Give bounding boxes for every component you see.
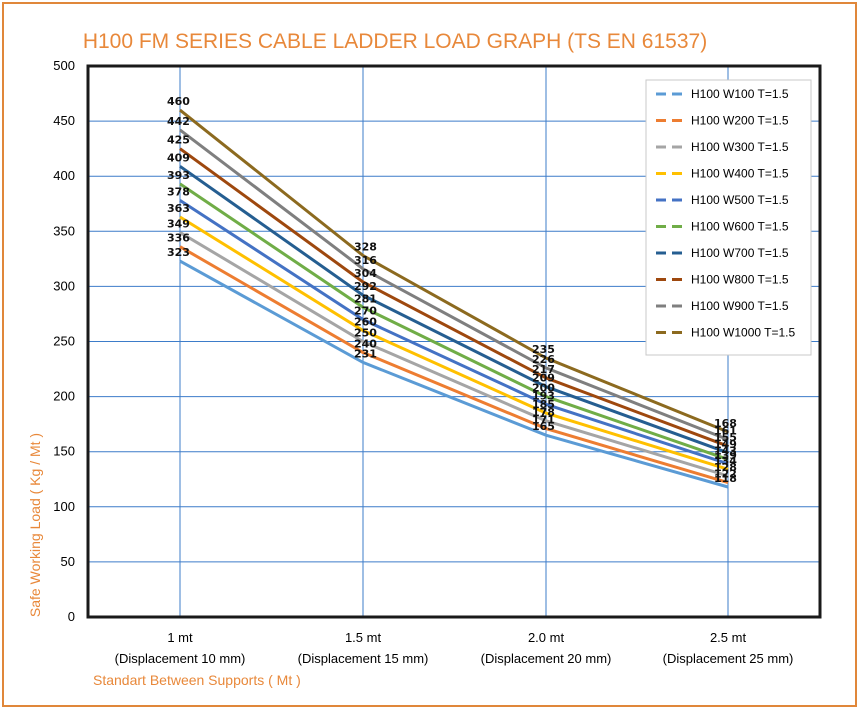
chart-title: H100 FM SERIES CABLE LADDER LOAD GRAPH (… (83, 30, 707, 53)
data-label: 161 (714, 425, 737, 438)
plot-border (86, 64, 822, 619)
data-label: 260 (354, 315, 377, 328)
y-tick-label: 150 (53, 444, 75, 459)
series-line (179, 147, 729, 448)
legend-label: H100 W700 T=1.5 (691, 246, 789, 260)
y-tick-label: 400 (53, 168, 75, 183)
series-line (179, 182, 729, 461)
data-label: 349 (167, 217, 190, 230)
x-axis-label: Standart Between Supports ( Mt ) (93, 672, 301, 688)
data-label: 442 (167, 115, 190, 128)
y-axis-label: Safe Working Load ( Kg / Mt ) (27, 433, 43, 617)
y-tick-label: 300 (53, 278, 75, 293)
series-line (179, 215, 729, 471)
legend-label: H100 W300 T=1.5 (691, 140, 789, 154)
data-label: 235 (532, 343, 555, 356)
data-label: 328 (354, 241, 377, 254)
data-label: 292 (354, 280, 377, 293)
data-label: 217 (532, 363, 555, 376)
data-label: 128 (714, 461, 737, 474)
series-line (179, 199, 729, 466)
data-label: 226 (532, 353, 555, 366)
x-tick-sublabel: (Displacement 20 mm) (481, 651, 612, 666)
data-label: 240 (354, 338, 377, 351)
x-tick-label: 2.0 mt (528, 630, 565, 645)
data-label: 250 (354, 327, 377, 340)
series-line (179, 128, 729, 441)
series-line (179, 231, 729, 478)
data-label: 118 (714, 472, 737, 485)
data-label: 139 (714, 449, 737, 462)
legend-label: H100 W1000 T=1.5 (691, 326, 796, 340)
x-tick-sublabel: (Displacement 25 mm) (663, 651, 794, 666)
legend-box (645, 79, 812, 356)
data-label: 425 (167, 134, 190, 147)
legend-label: H100 W900 T=1.5 (691, 299, 789, 313)
data-label: 316 (354, 254, 377, 267)
y-tick-label: 350 (53, 223, 75, 238)
data-label: 304 (354, 267, 377, 280)
y-tick-label: 200 (53, 389, 75, 404)
data-label: 193 (532, 389, 555, 402)
data-label: 185 (532, 398, 555, 411)
legend-label: H100 W600 T=1.5 (691, 220, 789, 234)
data-label: 393 (167, 169, 190, 182)
data-label: 281 (354, 292, 377, 305)
x-tick-sublabel: (Displacement 10 mm) (115, 651, 246, 666)
data-label: 165 (532, 420, 555, 433)
data-label: 409 (167, 151, 190, 164)
y-tick-label: 0 (68, 609, 75, 624)
data-label: 336 (167, 232, 190, 245)
data-label: 149 (714, 438, 737, 451)
x-tick-label: 1 mt (167, 630, 193, 645)
y-tick-label: 500 (53, 58, 75, 73)
legend-label: H100 W200 T=1.5 (691, 114, 789, 128)
legend-label: H100 W400 T=1.5 (691, 167, 789, 181)
y-tick-label: 250 (53, 334, 75, 349)
x-tick-label: 1.5 mt (345, 630, 382, 645)
x-tick-label: 2.5 mt (710, 630, 747, 645)
y-tick-label: 450 (53, 113, 75, 128)
data-label: 209 (532, 372, 555, 385)
series-line (179, 245, 729, 485)
data-label: 143 (714, 444, 737, 457)
legend-label: H100 W800 T=1.5 (691, 273, 789, 287)
data-label: 460 (167, 95, 190, 108)
legend-label: H100 W100 T=1.5 (691, 87, 789, 101)
series-line (179, 165, 729, 455)
data-label: 178 (532, 406, 555, 419)
x-tick-sublabel: (Displacement 15 mm) (298, 651, 429, 666)
series-line (179, 108, 729, 434)
data-label: 155 (714, 431, 737, 444)
data-label: 168 (714, 417, 737, 430)
data-label: 134 (714, 454, 737, 467)
data-label: 122 (714, 468, 737, 481)
data-label: 171 (532, 414, 555, 427)
series-line (179, 259, 729, 489)
legend-label: H100 W500 T=1.5 (691, 193, 789, 207)
data-label: 200 (532, 382, 555, 395)
data-label: 378 (167, 185, 190, 198)
y-tick-label: 50 (61, 554, 75, 569)
data-label: 231 (354, 347, 377, 360)
data-label: 323 (167, 246, 190, 259)
data-label: 363 (167, 202, 190, 215)
data-label: 270 (354, 304, 377, 317)
y-tick-label: 100 (53, 499, 75, 514)
